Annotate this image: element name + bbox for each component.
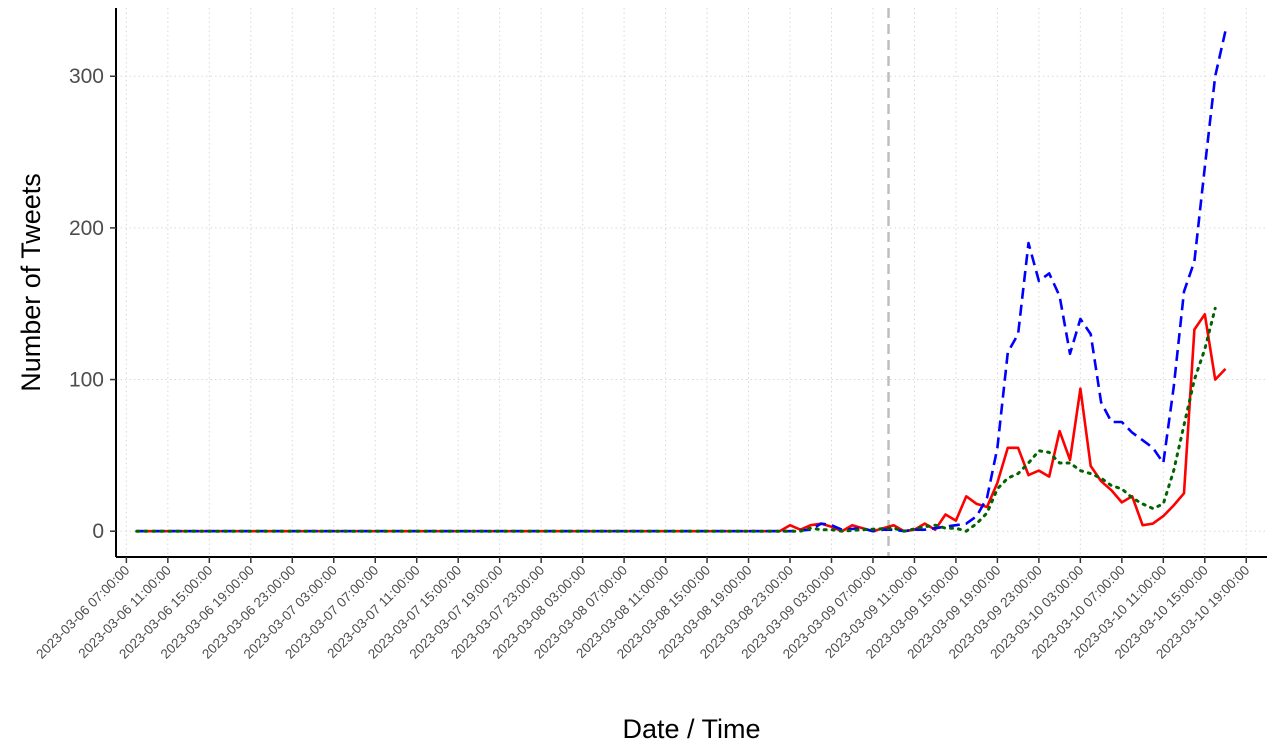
- y-axis-title: Number of Tweets: [16, 173, 46, 392]
- series-group: [135, 30, 1227, 533]
- grid: [116, 8, 1267, 557]
- y-tick-label: 200: [69, 217, 104, 240]
- series-line-1: [136, 313, 1227, 533]
- y-tick-label: 300: [69, 65, 104, 88]
- series-line-2: [136, 30, 1227, 533]
- x-axis-title: Date / Time: [622, 714, 760, 744]
- axes: [115, 8, 1267, 558]
- y-tick-label: 100: [69, 369, 104, 392]
- y-tick-label: 0: [92, 520, 104, 543]
- series-line-3: [135, 306, 1217, 533]
- y-axis-ticks: 0 100 200 300: [69, 65, 116, 543]
